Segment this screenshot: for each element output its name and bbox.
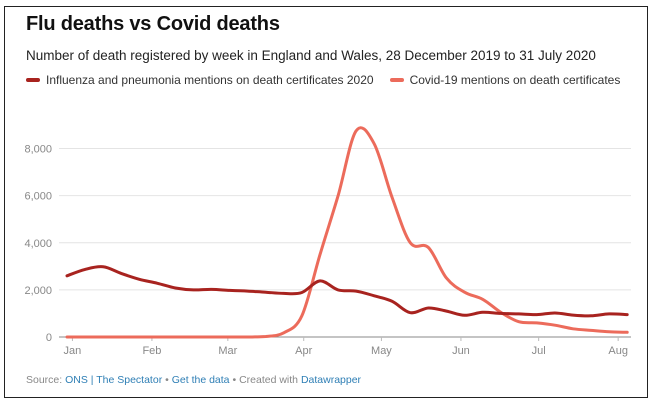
- footer-source-label: Source:: [26, 374, 63, 386]
- x-tick-label: May: [371, 345, 392, 357]
- y-tick-label: 2,000: [24, 285, 52, 297]
- line-chart: 0 2,000 4,000 6,000 8,000 Jan Feb Mar Apr May Jun J…: [24, 126, 631, 357]
- x-tick-label: Feb: [142, 345, 161, 357]
- y-tick-label: 8,000: [24, 144, 52, 156]
- y-tick-label: 6,000: [24, 191, 52, 203]
- legend-item-covid: Covid-19 mentions on death certificates: [389, 73, 621, 87]
- chart-legend: Influenza and pneumonia mentions on deat…: [26, 73, 636, 87]
- legend-swatch-covid: [389, 78, 404, 82]
- series-line-flu: [65, 265, 629, 318]
- legend-label-flu: Influenza and pneumonia mentions on deat…: [46, 73, 374, 87]
- legend-item-flu: Influenza and pneumonia mentions on deat…: [26, 73, 374, 87]
- footer-source-link[interactable]: ONS | The Spectator: [65, 374, 163, 386]
- chart-card: Flu deaths vs Covid deaths Number of dea…: [4, 6, 648, 398]
- footer-separator-2: •: [232, 374, 237, 386]
- x-tick-label: Jul: [532, 345, 546, 357]
- footer-data-link[interactable]: Get the data: [171, 374, 230, 386]
- legend-label-covid: Covid-19 mentions on death certificates: [409, 73, 621, 87]
- y-tick-label: 0: [46, 332, 52, 344]
- footer-created-label: Created with: [239, 374, 299, 386]
- chart-subtitle: Number of death registered by week in En…: [26, 48, 596, 63]
- y-tick-label: 4,000: [24, 238, 52, 250]
- x-tick-label: Mar: [218, 345, 237, 357]
- series-line-covid: [65, 126, 629, 339]
- x-tick-label: Aug: [608, 345, 628, 357]
- x-tick-label: Apr: [295, 345, 312, 357]
- footer-datawrapper-link[interactable]: Datawrapper: [300, 374, 362, 386]
- legend-swatch-flu: [26, 78, 40, 82]
- footer-separator-1: •: [165, 374, 169, 386]
- chart-footer: Source: ONS | The Spectator • Get the da…: [26, 374, 361, 386]
- chart-title: Flu deaths vs Covid deaths: [26, 13, 280, 35]
- x-tick-label: Jan: [64, 345, 82, 357]
- x-tick-label: Jun: [452, 345, 470, 357]
